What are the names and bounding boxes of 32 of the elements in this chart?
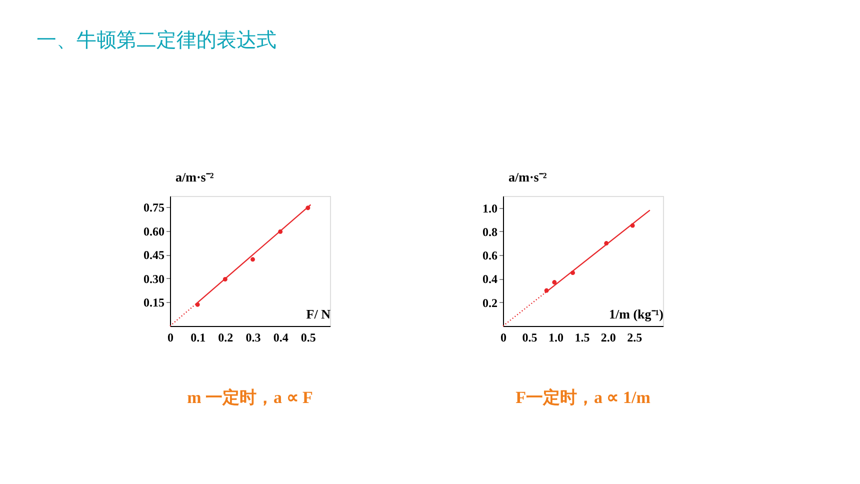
y-tick-label: 0.60 (144, 224, 164, 238)
y-tick-label: 0.75 (144, 200, 164, 215)
y-axis-title: a/m·s⁻² (508, 170, 547, 184)
point (195, 302, 200, 307)
text: m 一定时，a ∝ F (187, 388, 313, 407)
point (250, 257, 255, 262)
x-tick-label: 0 (168, 330, 174, 344)
y-tick-label: 0.2 (482, 296, 498, 310)
x-axis-title: F/ N (306, 306, 332, 322)
x-tick-label: 1.5 (574, 330, 590, 344)
x-tick-label: 2.0 (600, 330, 616, 344)
x-tick-label: 0.5 (300, 330, 316, 344)
chart-title: 一、牛顿第二定律的表达式 (36, 28, 276, 52)
x-tick-label: 0.4 (273, 330, 288, 344)
x-tick-label: 2.5 (627, 330, 642, 344)
point (552, 280, 557, 285)
y-tick-label: 0.30 (144, 272, 164, 286)
y-tick-label: 0.8 (482, 224, 498, 239)
y-tick-label: 1.0 (482, 201, 498, 216)
y-tick-label: 0.6 (482, 248, 498, 263)
y-tick-label: 0.4 (482, 272, 498, 286)
text: F一定时，a ∝ 1/m (516, 388, 650, 407)
x-tick-label: 0.1 (190, 330, 206, 344)
x-axis-title: 1/m (kg⁻¹) (609, 306, 664, 322)
y-axis-title: a/m·s⁻² (176, 170, 214, 184)
x-tick-label: 0.5 (522, 330, 538, 344)
y-tick-label: 0.45 (144, 248, 164, 262)
x-tick-label: 0.2 (218, 330, 234, 344)
x-tick-label: 0 (500, 330, 506, 344)
x-tick-label: 1.0 (548, 330, 564, 344)
x-tick-label: 0.3 (246, 330, 261, 344)
y-tick-label: 0.15 (144, 296, 164, 310)
